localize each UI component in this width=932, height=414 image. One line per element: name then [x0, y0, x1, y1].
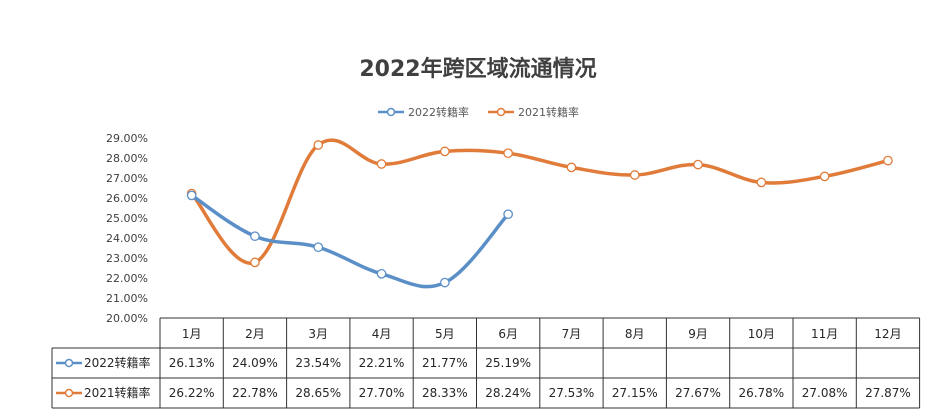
data-point: [819, 171, 830, 182]
data-point: [439, 146, 450, 157]
data-point: [883, 155, 893, 166]
data-point: [756, 177, 767, 188]
y-axis: 20.00% 21.00% 22.00% 23.00% 24.00% 25.00% 26.0…: [106, 132, 148, 325]
y-tick-label: 25.00%: [106, 212, 148, 225]
table-cell-value: 27.15%: [612, 386, 658, 400]
data-point: [503, 148, 513, 159]
x-category-label: 12月: [874, 327, 901, 341]
table-cell-value: 24.09%: [232, 356, 278, 370]
legend-marker: [496, 107, 506, 117]
table-cell-value: 27.70%: [359, 386, 405, 400]
legend-marker: [386, 107, 396, 117]
x-category-label: 6月: [498, 327, 518, 341]
data-point: [629, 170, 640, 180]
table-cell-value: 27.67%: [675, 386, 721, 400]
x-category-label: 5月: [435, 327, 455, 341]
x-category-label: 1月: [182, 327, 202, 341]
data-point: [693, 159, 703, 170]
legend-label: 2022转籍率: [408, 105, 469, 119]
y-tick-label: 23.00%: [106, 252, 148, 265]
data-point: [566, 162, 577, 173]
x-category-label: 3月: [308, 327, 328, 341]
data-point: [503, 209, 513, 220]
x-category-label: 2月: [245, 327, 265, 341]
table-cell-value: 26.78%: [738, 386, 784, 400]
table-cell-value: 27.08%: [802, 386, 848, 400]
table-cell-value: 26.13%: [169, 356, 215, 370]
table-cell-value: 22.21%: [359, 356, 405, 370]
table-cell-value: 28.33%: [422, 386, 468, 400]
x-category-label: 9月: [688, 327, 708, 341]
data-point: [186, 190, 197, 201]
y-tick-label: 29.00%: [106, 132, 148, 145]
x-category-label: 11月: [811, 327, 838, 341]
table-series-name: 2021转籍率: [84, 385, 151, 400]
y-tick-label: 26.00%: [106, 192, 148, 205]
table-cell-value: 21.77%: [422, 356, 468, 370]
series-line: [189, 193, 510, 289]
table-cell-value: 26.22%: [169, 386, 215, 400]
y-tick-label: 21.00%: [106, 292, 148, 305]
table-cell-value: 27.53%: [549, 386, 595, 400]
series-lines: [186, 138, 893, 289]
data-point: [313, 242, 324, 253]
legend: 2022转籍率 2021转籍率: [378, 105, 579, 119]
y-tick-label: 20.00%: [106, 312, 148, 325]
data-point: [250, 231, 260, 242]
data-point: [313, 140, 324, 150]
table-series-marker: [64, 358, 74, 368]
table-cell-value: 28.65%: [295, 386, 341, 400]
x-category-label: 7月: [562, 327, 582, 341]
data-point: [376, 159, 387, 169]
data-point: [250, 257, 260, 268]
table-cell-value: 25.19%: [485, 356, 531, 370]
data-point: [376, 268, 387, 279]
y-tick-label: 24.00%: [106, 232, 148, 245]
table-cell-value: 22.78%: [232, 386, 278, 400]
data-table: 1月 2月 3月 4月 5月 6月 7月 8月 9月 10月 11月 12月 2022转籍率 26.13%…: [51, 317, 921, 409]
table-cell-value: 23.54%: [295, 356, 341, 370]
y-tick-label: 27.00%: [106, 172, 148, 185]
chart-title: 2022年跨区域流通情况: [359, 56, 596, 82]
table-series-name: 2022转籍率: [84, 355, 151, 370]
x-category-label: 4月: [372, 327, 392, 341]
table-cell-value: 27.87%: [865, 386, 911, 400]
y-tick-label: 28.00%: [106, 152, 148, 165]
x-category-label: 8月: [625, 327, 645, 341]
data-point: [439, 277, 450, 288]
table-series-marker: [64, 388, 74, 398]
table-cell-value: 28.24%: [485, 386, 531, 400]
legend-label: 2021转籍率: [518, 105, 579, 119]
x-category-label: 10月: [748, 327, 775, 341]
y-tick-label: 22.00%: [106, 272, 148, 285]
